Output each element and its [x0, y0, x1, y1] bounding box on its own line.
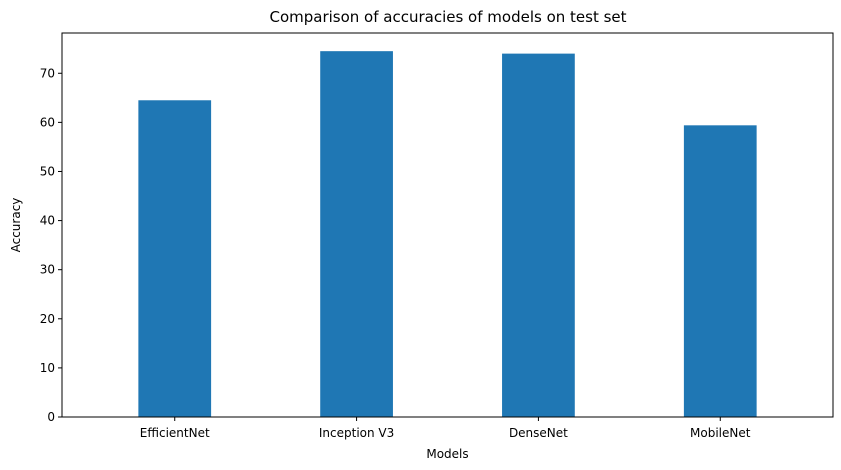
- bar-efficientnet: [138, 100, 212, 418]
- bar-mobilenet: [683, 125, 757, 417]
- y-tick-label: 10: [40, 361, 55, 375]
- y-tick-label: 20: [40, 312, 55, 326]
- x-axis-label: Models: [426, 447, 468, 461]
- y-tick-label: 0: [47, 410, 55, 424]
- x-tick-label: MobileNet: [690, 426, 751, 440]
- y-tick-label: 60: [40, 115, 55, 129]
- chart-title: Comparison of accuracies of models on te…: [269, 8, 626, 26]
- x-tick-label: DenseNet: [509, 426, 568, 440]
- x-axis: EfficientNet Inception V3 DenseNet MobileNe…: [140, 417, 751, 440]
- x-tick-label: EfficientNet: [140, 426, 210, 440]
- bars-group: [138, 51, 757, 418]
- y-tick-label: 30: [40, 263, 55, 277]
- y-tick-label: 40: [40, 214, 55, 228]
- y-axis: 0 10 20 30 40 50 60 70: [40, 66, 62, 424]
- y-tick-label: 50: [40, 164, 55, 178]
- bar-densenet: [502, 53, 575, 418]
- plot-frame: [61, 32, 834, 418]
- y-tick-label: 70: [40, 66, 55, 80]
- y-axis-label: Accuracy: [9, 198, 23, 253]
- bar-inception-v3: [320, 51, 393, 418]
- x-tick-label: Inception V3: [319, 426, 394, 440]
